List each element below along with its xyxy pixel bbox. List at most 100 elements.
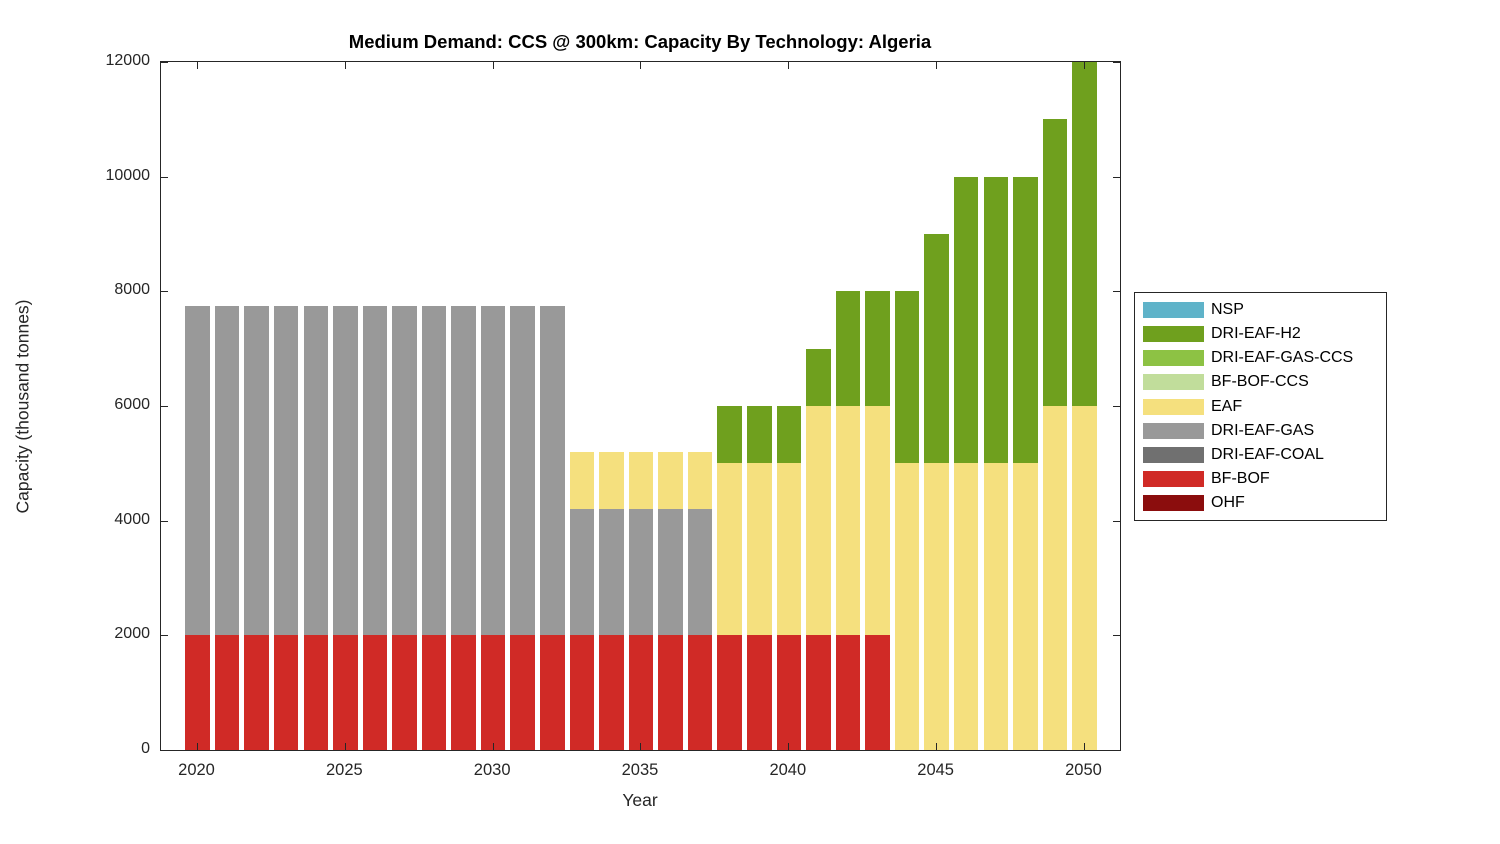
bar-segment-DRI-EAF-GAS-2024 [303, 305, 328, 636]
bar-segment-DRI-EAF-GAS-2032 [540, 305, 565, 636]
x-tick-label-2035: 2035 [621, 761, 659, 779]
y-tick-right [1113, 406, 1120, 407]
bar-segment-DRI-EAF-GAS-2036 [658, 509, 683, 636]
bar-segment-EAF-2040 [776, 463, 802, 636]
bar-segment-EAF-2046 [953, 463, 979, 750]
y-tick-right [1113, 750, 1120, 751]
bar-segment-EAF-2036 [658, 451, 683, 510]
legend-label: DRI-EAF-COAL [1211, 445, 1324, 463]
bar-segment-BF-BOF-2027 [392, 635, 417, 750]
legend-swatch-BF-BOF-CCS [1143, 374, 1204, 391]
bar-segment-BF-BOF-2038 [717, 635, 742, 750]
legend-item-DRI-EAF-COAL: DRI-EAF-COAL [1135, 443, 1386, 467]
legend-label: BF-BOF-CCS [1211, 373, 1309, 391]
bar-segment-EAF-2050 [1072, 406, 1097, 750]
bar-segment-BF-BOF-2043 [865, 635, 890, 750]
legend-label: OHF [1211, 493, 1245, 511]
bar-segment-DRI-EAF-GAS-2033 [569, 509, 595, 636]
legend-item-DRI-EAF-GAS: DRI-EAF-GAS [1135, 419, 1386, 443]
plot-area [160, 61, 1121, 751]
x-tick-bottom [640, 743, 642, 750]
bar-segment-BF-BOF-2020 [185, 635, 210, 750]
bar-segment-BF-BOF-2041 [806, 635, 831, 750]
y-tick-label-10000: 10000 [105, 166, 151, 184]
y-tick-left [161, 176, 168, 178]
legend-label: DRI-EAF-GAS [1211, 421, 1315, 439]
y-tick-left [161, 750, 168, 751]
bar-segment-DRI-EAF-H2-2045 [924, 234, 949, 464]
bar-segment-EAF-2045 [924, 463, 949, 750]
bar-segment-DRI-EAF-H2-2049 [1042, 119, 1068, 406]
x-tick-label-2040: 2040 [769, 761, 807, 779]
legend-box: NSP DRI-EAF-H2 DRI-EAF-GAS-CCS BF-BOF-CCS EA… [1134, 292, 1387, 521]
ticks-layer [161, 62, 1120, 751]
bar-segment-DRI-EAF-H2-2038 [717, 406, 742, 464]
bar-segment-DRI-EAF-GAS-2029 [451, 305, 476, 636]
bar-segment-DRI-EAF-H2-2041 [806, 348, 831, 406]
bar-segment-DRI-EAF-GAS-2031 [510, 305, 535, 636]
bar-segment-BF-BOF-2029 [451, 635, 476, 750]
bar-segment-DRI-EAF-H2-2044 [894, 291, 920, 464]
bar-segment-DRI-EAF-GAS-2035 [628, 509, 654, 636]
bar-segment-EAF-2033 [569, 451, 595, 510]
bar-segment-DRI-EAF-GAS-2030 [480, 305, 506, 636]
legend-label: DRI-EAF-H2 [1211, 325, 1301, 343]
bar-segment-BF-BOF-2024 [303, 635, 328, 750]
legend-item-EAF: EAF [1135, 394, 1386, 418]
legend-label: EAF [1211, 397, 1243, 415]
bar-segment-BF-BOF-2021 [214, 635, 240, 750]
bars-layer [161, 62, 1120, 750]
bar-segment-BF-BOF-2022 [244, 635, 269, 750]
y-tick-right [1113, 62, 1120, 63]
legend-item-BF-BOF-CCS: BF-BOF-CCS [1135, 370, 1386, 394]
y-tick-left [161, 406, 168, 407]
x-tick-bottom [197, 743, 198, 750]
legend-item-DRI-EAF-GAS-CCS: DRI-EAF-GAS-CCS [1135, 346, 1386, 370]
bar-segment-DRI-EAF-GAS-2026 [362, 305, 388, 636]
y-tick-label-6000: 6000 [114, 396, 150, 413]
bar-segment-EAF-2048 [1013, 463, 1038, 750]
bar-segment-EAF-2042 [835, 406, 861, 636]
bar-segment-DRI-EAF-GAS-2021 [214, 305, 240, 636]
bar-segment-DRI-EAF-GAS-2025 [333, 305, 358, 636]
x-tick-top [788, 62, 790, 69]
y-tick-right [1113, 635, 1120, 637]
x-tick-label-2030: 2030 [473, 761, 511, 779]
x-tick-top [197, 62, 198, 69]
bar-segment-EAF-2044 [894, 463, 920, 750]
y-tick-label-0: 0 [141, 740, 150, 757]
bar-segment-EAF-2049 [1042, 406, 1068, 750]
legend-swatch-BF-BOF [1143, 470, 1204, 487]
bar-segment-EAF-2037 [687, 451, 713, 510]
bar-segment-BF-BOF-2025 [333, 635, 358, 750]
x-axis-label: Year [622, 790, 658, 810]
bar-segment-DRI-EAF-H2-2050 [1072, 62, 1097, 406]
legend-item-NSP: NSP [1135, 298, 1386, 322]
legend-label: NSP [1211, 301, 1244, 319]
x-tick-bottom [936, 743, 938, 750]
legend-label: DRI-EAF-GAS-CCS [1211, 349, 1354, 367]
legend-item-OHF: OHF [1135, 491, 1386, 515]
bar-segment-DRI-EAF-H2-2040 [776, 406, 802, 464]
bar-segment-BF-BOF-2034 [599, 635, 624, 750]
bar-segment-DRI-EAF-H2-2047 [983, 176, 1009, 464]
y-tick-label-12000: 12000 [105, 52, 151, 69]
bar-segment-EAF-2039 [747, 463, 772, 636]
y-tick-right [1113, 520, 1120, 522]
chart-title: Medium Demand: CCS @ 300km: Capacity By … [348, 31, 932, 52]
legend-swatch-OHF [1143, 494, 1204, 511]
x-tick-label-2025: 2025 [325, 761, 363, 779]
y-tick-left [161, 291, 168, 293]
bar-segment-BF-BOF-2037 [687, 635, 713, 750]
y-tick-left [161, 635, 168, 637]
bar-segment-DRI-EAF-GAS-2020 [185, 305, 210, 636]
y-axis-label: Capacity (thousand tonnes) [12, 299, 33, 514]
legend-item-BF-BOF: BF-BOF [1135, 467, 1386, 491]
x-tick-bottom [788, 743, 790, 750]
bar-segment-BF-BOF-2032 [540, 635, 565, 750]
bar-segment-DRI-EAF-GAS-2028 [421, 305, 447, 636]
x-tick-top [492, 62, 494, 69]
bar-segment-BF-BOF-2030 [480, 635, 506, 750]
x-tick-label-2020: 2020 [178, 761, 215, 779]
